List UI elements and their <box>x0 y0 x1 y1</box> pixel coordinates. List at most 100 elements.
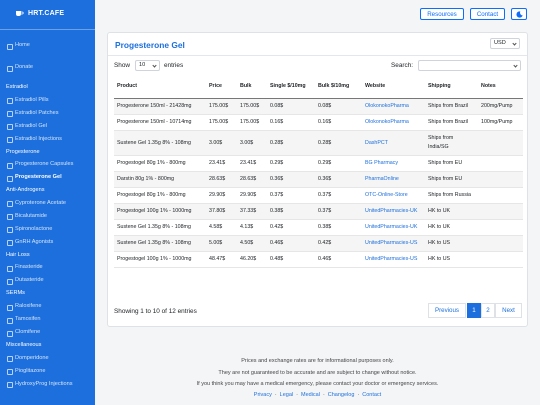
table-cell: 37.80$ <box>206 203 237 220</box>
table-cell: 0.37$ <box>315 203 362 220</box>
nav-link[interactable]: Estradiol Injections <box>0 136 95 144</box>
theme-toggle[interactable] <box>511 8 527 20</box>
column-header[interactable]: Single $/10mg <box>267 75 315 99</box>
page-button[interactable]: Previous <box>428 303 466 318</box>
column-header[interactable]: Notes <box>478 75 523 99</box>
nav-link[interactable]: Estradiol Gel <box>0 123 95 131</box>
table-cell: UnitedPharmacies-UK <box>362 219 425 236</box>
nav-link[interactable]: Domperidone <box>0 355 95 363</box>
table-cell: Progesterone 150ml - 10714mg <box>114 114 206 132</box>
table-cell: 175.00$ <box>206 114 237 132</box>
table-row: Progestogel 80g 1% - 800mg 29.90$ 29.90$ 0.… <box>114 187 523 204</box>
nav-link[interactable]: Donate <box>0 64 95 72</box>
nav-link[interactable]: Pioglitazone <box>0 368 95 376</box>
table-cell: 0.46$ <box>315 251 362 269</box>
nav-link[interactable]: Cyproterone Acetate <box>0 200 95 208</box>
website-link[interactable]: DashPCT <box>365 139 388 146</box>
table-cell: HK to US <box>425 235 478 253</box>
website-link[interactable]: PharmaOnline <box>365 176 399 183</box>
nav-link[interactable]: Home <box>0 42 95 50</box>
website-link[interactable]: OlokonokoPharma <box>365 119 409 126</box>
footer-link[interactable]: Changelog <box>327 392 355 398</box>
table-row: Darstin 80g 1% - 800mg 28.63$ 28.63$ 0.36$ 0… <box>114 171 523 188</box>
table-cell: PharmaOnline <box>362 171 425 188</box>
page-button[interactable]: 1 <box>467 303 481 318</box>
column-header[interactable]: Bulk $/10mg <box>315 75 362 99</box>
table-cell: HK to UK <box>425 203 478 220</box>
nav-link[interactable]: Estradiol Pills <box>0 97 95 105</box>
table-cell: 0.08$ <box>267 98 315 116</box>
nav-link[interactable]: Clomifene <box>0 329 95 337</box>
nav-section: Progesterone <box>6 148 40 155</box>
table-cell: Ships from EU <box>425 171 478 188</box>
nav-link[interactable]: Progesterone Gel <box>0 174 95 182</box>
nav-link[interactable]: Progesterone Capsules <box>0 161 95 169</box>
website-link[interactable]: UnitedPharmacies-US <box>365 240 418 247</box>
website-link[interactable]: UnitedPharmacies-UK <box>365 224 418 231</box>
website-link[interactable]: BG Pharmacy <box>365 159 398 166</box>
table-cell <box>478 219 523 236</box>
nav-link[interactable]: Finasteride <box>0 264 95 272</box>
logo-icon <box>16 11 24 16</box>
table-cell: 0.37$ <box>267 187 315 204</box>
table-cell <box>478 235 523 253</box>
nav-link[interactable]: Bicalutamide <box>0 213 95 221</box>
table-cell: 4.50$ <box>237 235 267 253</box>
nav-section: Anti-Androgens <box>6 187 45 194</box>
top-button[interactable]: Contact <box>470 8 505 20</box>
table-cell: Progestogel 100g 1% - 1000mg <box>114 251 206 269</box>
table-cell <box>478 203 523 220</box>
table-cell: 0.29$ <box>315 155 362 172</box>
website-link[interactable]: UnitedPharmacies-UK <box>365 208 418 215</box>
card: Progesterone Gel USD Show 10 entries Sea… <box>107 32 528 327</box>
nav-link[interactable]: HydroxyProg Injections <box>0 381 95 389</box>
table-cell: BG Pharmacy <box>362 155 425 172</box>
website-link[interactable]: UnitedPharmacies-US <box>365 256 418 263</box>
nav-link[interactable]: Raloxifene <box>0 303 95 311</box>
search-input[interactable] <box>418 60 521 71</box>
column-header[interactable]: Bulk <box>237 75 267 99</box>
table-cell: Sustene Gel 1.35g 8% - 108mg <box>114 235 206 253</box>
table-cell: 3.00$ <box>206 130 237 156</box>
nav-link[interactable]: Dutasteride <box>0 277 95 285</box>
table-cell: 0.36$ <box>315 171 362 188</box>
brand[interactable]: HRT.CAFE <box>28 10 65 17</box>
card-title: Progesterone Gel <box>115 40 185 50</box>
separator: · <box>296 392 298 398</box>
nav-link[interactable]: Tamoxifen <box>0 316 95 324</box>
page-length-select[interactable]: 10 <box>135 60 160 71</box>
nav-section: Estradiol <box>6 84 28 90</box>
footer-text: They are not guaranteed to be accurate a… <box>218 369 417 376</box>
website-link[interactable]: OlokonokoPharma <box>365 103 409 110</box>
column-header[interactable]: Shipping <box>425 75 478 99</box>
table-cell: 0.28$ <box>267 130 315 156</box>
footer-link[interactable]: Privacy <box>253 392 272 398</box>
nav-link[interactable]: Spironolactone <box>0 226 95 234</box>
footer-link[interactable]: Legal <box>279 392 294 398</box>
website-link[interactable]: OTC-Online-Store <box>365 192 408 199</box>
top-button[interactable]: Resources <box>420 8 464 20</box>
table-cell: 175.00$ <box>237 114 267 132</box>
table-cell: Progesterone 150ml - 21428mg <box>114 98 206 116</box>
footer-link[interactable]: Medical <box>300 392 320 398</box>
table-cell: Darstin 80g 1% - 800mg <box>114 171 206 188</box>
column-header[interactable]: Product <box>114 75 206 99</box>
table-cell: 29.90$ <box>237 187 267 204</box>
table-cell: Ships from Brazil <box>425 98 478 116</box>
table-cell: 23.41$ <box>237 155 267 172</box>
page-button[interactable]: Next <box>495 303 522 318</box>
table-cell: 0.08$ <box>315 98 362 116</box>
table-row: Progestogel 80g 1% - 800mg 23.41$ 23.41$ 0.… <box>114 155 523 172</box>
nav-link[interactable]: GnRH Agonists <box>0 239 95 247</box>
table-cell: 0.42$ <box>315 235 362 253</box>
nav-link[interactable]: Estradiol Patches <box>0 110 95 118</box>
nav-section: Hair Loss <box>6 251 30 258</box>
table-cell: 46.20$ <box>237 251 267 269</box>
currency-select[interactable]: USD <box>490 38 520 49</box>
column-header[interactable]: Price <box>206 75 237 99</box>
footer-link[interactable]: Contact <box>362 392 382 398</box>
column-header[interactable]: Website <box>362 75 425 99</box>
footer-text: Prices and exchange rates are for inform… <box>241 358 394 364</box>
page-button[interactable]: 2 <box>481 303 495 318</box>
